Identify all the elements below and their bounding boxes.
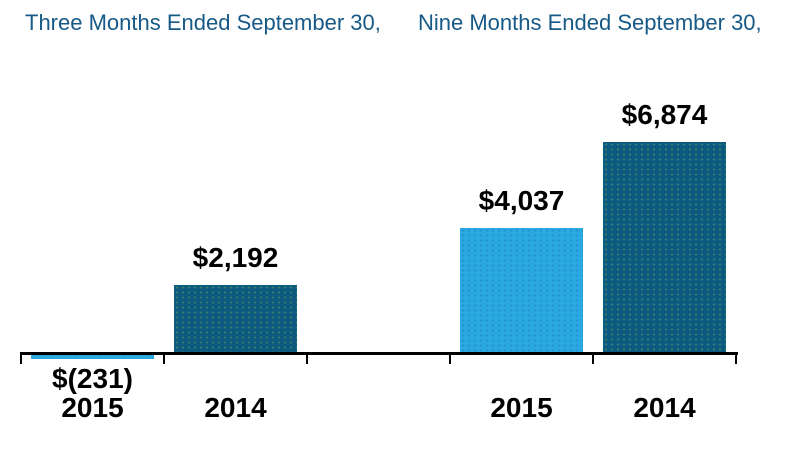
bar-value-label: $6,874 xyxy=(621,99,708,130)
bar-value-label: $2,192 xyxy=(192,242,279,273)
bar-2014-group1 xyxy=(174,285,297,352)
bar-category-label: 2015 xyxy=(490,392,553,423)
bar-category-label: 2014 xyxy=(204,392,267,423)
bar-2014-group2 xyxy=(603,142,726,352)
axis-tick xyxy=(735,352,737,364)
axis-tick xyxy=(449,352,451,364)
group-header-nine-months: Nine Months Ended September 30, xyxy=(418,10,762,35)
bar-value-label: $(231) xyxy=(52,363,133,394)
group-header-three-months: Three Months Ended September 30, xyxy=(25,10,381,35)
bar-category-label: 2014 xyxy=(633,392,696,423)
axis-tick xyxy=(20,352,22,364)
axis-tick xyxy=(163,352,165,364)
axis-tick xyxy=(592,352,594,364)
bar-2015-group2 xyxy=(460,228,583,352)
bar-category-label: 2015 xyxy=(61,392,124,423)
axis-line xyxy=(21,352,738,355)
axis-tick xyxy=(306,352,308,364)
bar-value-label: $4,037 xyxy=(478,185,565,216)
bar-2015-group1 xyxy=(31,352,154,359)
